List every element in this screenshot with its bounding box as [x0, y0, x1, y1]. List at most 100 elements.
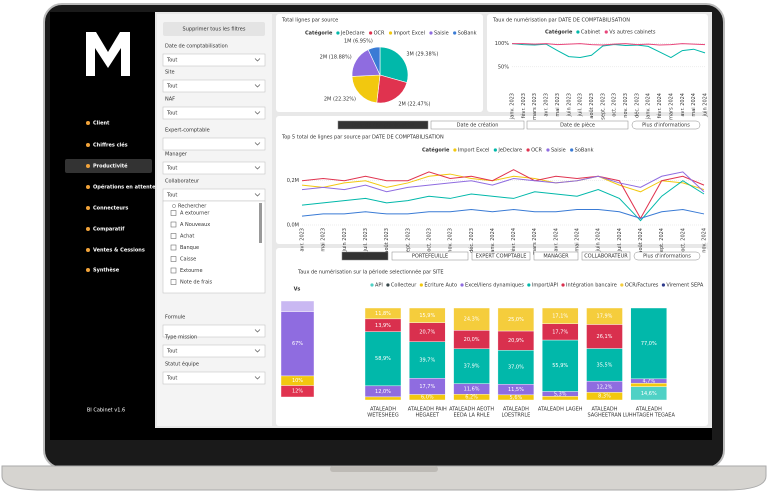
menu-icon	[86, 185, 90, 189]
data-label: 77,0%	[641, 341, 657, 347]
legend-dot	[546, 148, 550, 152]
dropdown-value: Tout	[166, 166, 177, 172]
chevron	[254, 193, 261, 197]
tab-label: PORTEFEUILLE	[412, 254, 448, 260]
legend-dot	[493, 148, 497, 152]
bar-segment	[409, 341, 446, 379]
menu-item[interactable]: Chiffres clés	[93, 142, 128, 149]
tab-label: EXPERT COMPTABLE	[476, 254, 527, 260]
x-tick-label: mai 2023	[555, 93, 561, 117]
data-label: 39,7%	[419, 357, 435, 363]
menu-item[interactable]: Opérations en attente	[93, 184, 156, 191]
series-line	[301, 169, 705, 220]
data-label: 26,1%	[597, 334, 613, 340]
tab[interactable]	[631, 120, 701, 130]
data-label: 55,9%	[552, 363, 568, 369]
dropdown-value: Tout	[166, 349, 177, 355]
data-label: 25,0%	[508, 317, 524, 323]
data-label: 2M (22.47%)	[398, 102, 430, 108]
bar-segment	[586, 324, 623, 349]
dropdown[interactable]	[162, 53, 266, 67]
tab[interactable]	[581, 251, 631, 261]
data-label: 17,7%	[419, 384, 435, 390]
tab[interactable]	[633, 251, 701, 261]
tab-label: SITE	[360, 254, 371, 260]
checkbox[interactable]	[170, 233, 177, 239]
dropdown[interactable]	[162, 161, 266, 175]
checkbox[interactable]	[170, 256, 177, 262]
data-label: 11,8%	[375, 311, 391, 317]
dropdown[interactable]	[162, 344, 266, 358]
x-tick-label: août 2023	[588, 93, 595, 119]
legend-item: Excel/liens dynamiques	[465, 283, 524, 289]
data-label: 5,3%	[554, 391, 567, 397]
dropdown-value: Tout	[166, 84, 177, 90]
pie-slice	[367, 46, 381, 76]
legend-item: Saisie	[551, 148, 566, 154]
x-tick-label: ATALEADH	[591, 407, 617, 413]
legend-title: Catégorie	[422, 147, 450, 154]
laptop-base	[1, 465, 767, 491]
menu-item[interactable]: Connecteurs	[93, 206, 128, 212]
x-tick-label: août 2023	[383, 228, 390, 254]
menu-item[interactable]: Comparatif	[93, 227, 125, 233]
dropdown[interactable]	[162, 79, 266, 93]
dropdown[interactable]	[162, 324, 266, 338]
chevron	[254, 329, 261, 333]
legend-item: OCR	[374, 31, 385, 37]
tab[interactable]	[471, 251, 531, 261]
menu-item[interactable]: Ventes & Cessions	[93, 248, 145, 254]
dropdown[interactable]	[162, 137, 266, 151]
tab[interactable]	[337, 120, 429, 130]
dropdown[interactable]	[162, 188, 266, 202]
checkbox[interactable]	[170, 210, 177, 216]
series-line	[301, 173, 705, 193]
filter-label: Expert-comptable	[165, 128, 210, 134]
x-tick-label: nov. 2023	[623, 93, 629, 118]
legend-dot	[453, 31, 457, 35]
option: Note de frais	[180, 280, 213, 286]
logo	[86, 32, 130, 76]
x-tick-label: oct. 2024	[680, 228, 686, 252]
chevron	[254, 111, 261, 115]
x-tick-label: janv. 2023	[510, 93, 516, 120]
legend-dot	[604, 30, 608, 34]
dropdown[interactable]	[162, 371, 266, 385]
menu-icon	[86, 227, 90, 231]
menu-item[interactable]: Client	[93, 121, 110, 127]
clear-label: Supprimer tous les filtres	[183, 27, 246, 33]
legend-item: OCR/Factures	[625, 283, 659, 289]
x-tick-label: WETESHEEG	[367, 413, 399, 419]
data-label: 5,6%	[510, 395, 523, 401]
x-tick-label: mars 2024	[668, 93, 674, 120]
menu-icon	[86, 121, 90, 125]
tab[interactable]	[526, 120, 629, 130]
chevron	[254, 349, 261, 353]
checkbox[interactable]	[170, 221, 177, 228]
dropdown[interactable]	[162, 106, 266, 120]
chart-title: Taux de numérisation sur la période sele…	[297, 269, 444, 276]
menu-item[interactable]: Productivité	[93, 163, 128, 170]
data-label: 10%	[292, 378, 303, 384]
option: Extourne	[180, 268, 203, 274]
option: A Nouveaux	[180, 222, 210, 228]
clear-button[interactable]	[163, 22, 265, 36]
legend-title: Catégorie	[545, 29, 573, 36]
tab[interactable]	[391, 251, 469, 261]
checkbox[interactable]	[170, 267, 177, 274]
bar-segment	[586, 348, 623, 382]
checkbox[interactable]	[170, 244, 177, 251]
menu-item[interactable]: Synthèse	[93, 267, 120, 274]
tab[interactable]	[533, 251, 579, 261]
data-label: 1M (6.95%)	[344, 38, 373, 44]
legend-dot	[429, 31, 433, 35]
x-tick-label: sept. 2024	[659, 228, 665, 255]
checkbox[interactable]	[170, 279, 177, 285]
x-tick-label: ATALEADH PAIH	[408, 407, 447, 413]
tab[interactable]	[430, 120, 525, 130]
tab[interactable]	[341, 251, 389, 261]
legend-item: OCR	[531, 148, 542, 154]
x-tick-label: LOESTRRLE	[501, 413, 530, 419]
data-label: 35,5%	[597, 362, 613, 368]
